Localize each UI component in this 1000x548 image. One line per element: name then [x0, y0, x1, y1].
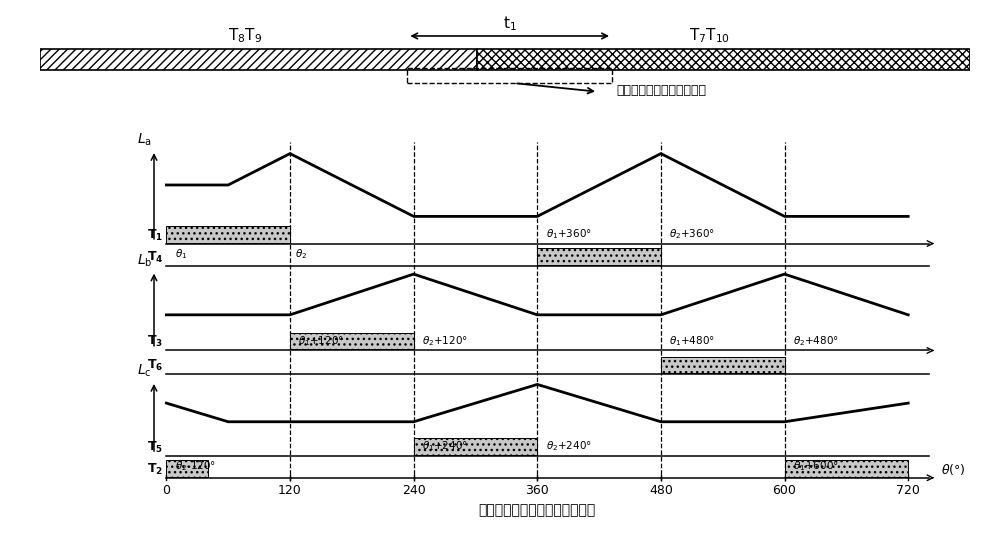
Text: $\theta_2$+480°: $\theta_2$+480°	[793, 334, 839, 348]
Text: 励磁变换器开关管控制逻辑: 励磁变换器开关管控制逻辑	[617, 84, 707, 97]
Text: $\mathbf{T_3}$: $\mathbf{T_3}$	[147, 334, 163, 350]
Text: $\theta_1$+360°: $\theta_1$+360°	[546, 227, 592, 241]
Bar	[414, 438, 537, 455]
Text: 240: 240	[402, 484, 426, 497]
Text: $\theta_2$+120°: $\theta_2$+120°	[422, 334, 468, 348]
Bar	[477, 49, 970, 70]
Text: $\theta_2$+240°: $\theta_2$+240°	[546, 439, 592, 453]
Text: $\mathbf{T_1}$: $\mathbf{T_1}$	[147, 227, 163, 243]
Text: $\mathbf{T_4}$: $\mathbf{T_4}$	[147, 249, 163, 265]
Bar	[290, 333, 414, 350]
Text: $\theta_1$: $\theta_1$	[175, 248, 187, 261]
Bar	[166, 226, 290, 243]
Text: 600: 600	[773, 484, 796, 497]
Text: $\theta_2$-120°: $\theta_2$-120°	[175, 459, 216, 473]
Text: 360: 360	[525, 484, 549, 497]
Text: 720: 720	[896, 484, 920, 497]
Text: $\theta_1$+600°: $\theta_1$+600°	[793, 459, 839, 473]
Text: 120: 120	[278, 484, 302, 497]
Text: 三相桥式变换器开关管控制逻辑: 三相桥式变换器开关管控制逻辑	[479, 503, 596, 517]
Text: $\mathbf{T_2}$: $\mathbf{T_2}$	[147, 461, 163, 477]
Text: $\theta_1$+120°: $\theta_1$+120°	[298, 334, 344, 348]
Text: $L_\mathrm{c}$: $L_\mathrm{c}$	[137, 363, 152, 379]
Text: 0: 0	[162, 484, 170, 497]
Bar	[407, 68, 612, 83]
Text: $\theta_1$+240°: $\theta_1$+240°	[422, 439, 468, 453]
Text: T$_7$T$_{10}$: T$_7$T$_{10}$	[689, 26, 730, 44]
Bar	[166, 460, 208, 477]
Text: t$_1$: t$_1$	[503, 14, 517, 32]
Text: 480: 480	[649, 484, 673, 497]
Text: $\mathbf{T_6}$: $\mathbf{T_6}$	[147, 358, 163, 373]
Bar	[661, 357, 785, 373]
Text: $\theta_1$+480°: $\theta_1$+480°	[669, 334, 715, 348]
Text: $\mathbf{T_5}$: $\mathbf{T_5}$	[147, 439, 163, 455]
Text: $\theta_2$: $\theta_2$	[295, 248, 307, 261]
Bar	[40, 49, 477, 70]
Text: $\theta_2$+360°: $\theta_2$+360°	[669, 227, 715, 241]
Text: $L_\mathrm{a}$: $L_\mathrm{a}$	[137, 132, 152, 149]
Bar	[537, 248, 661, 265]
Bar	[785, 460, 908, 477]
Text: T$_8$T$_9$: T$_8$T$_9$	[228, 26, 262, 44]
Text: $L_\mathrm{b}$: $L_\mathrm{b}$	[137, 253, 152, 269]
Text: $\theta$(°): $\theta$(°)	[941, 462, 966, 477]
